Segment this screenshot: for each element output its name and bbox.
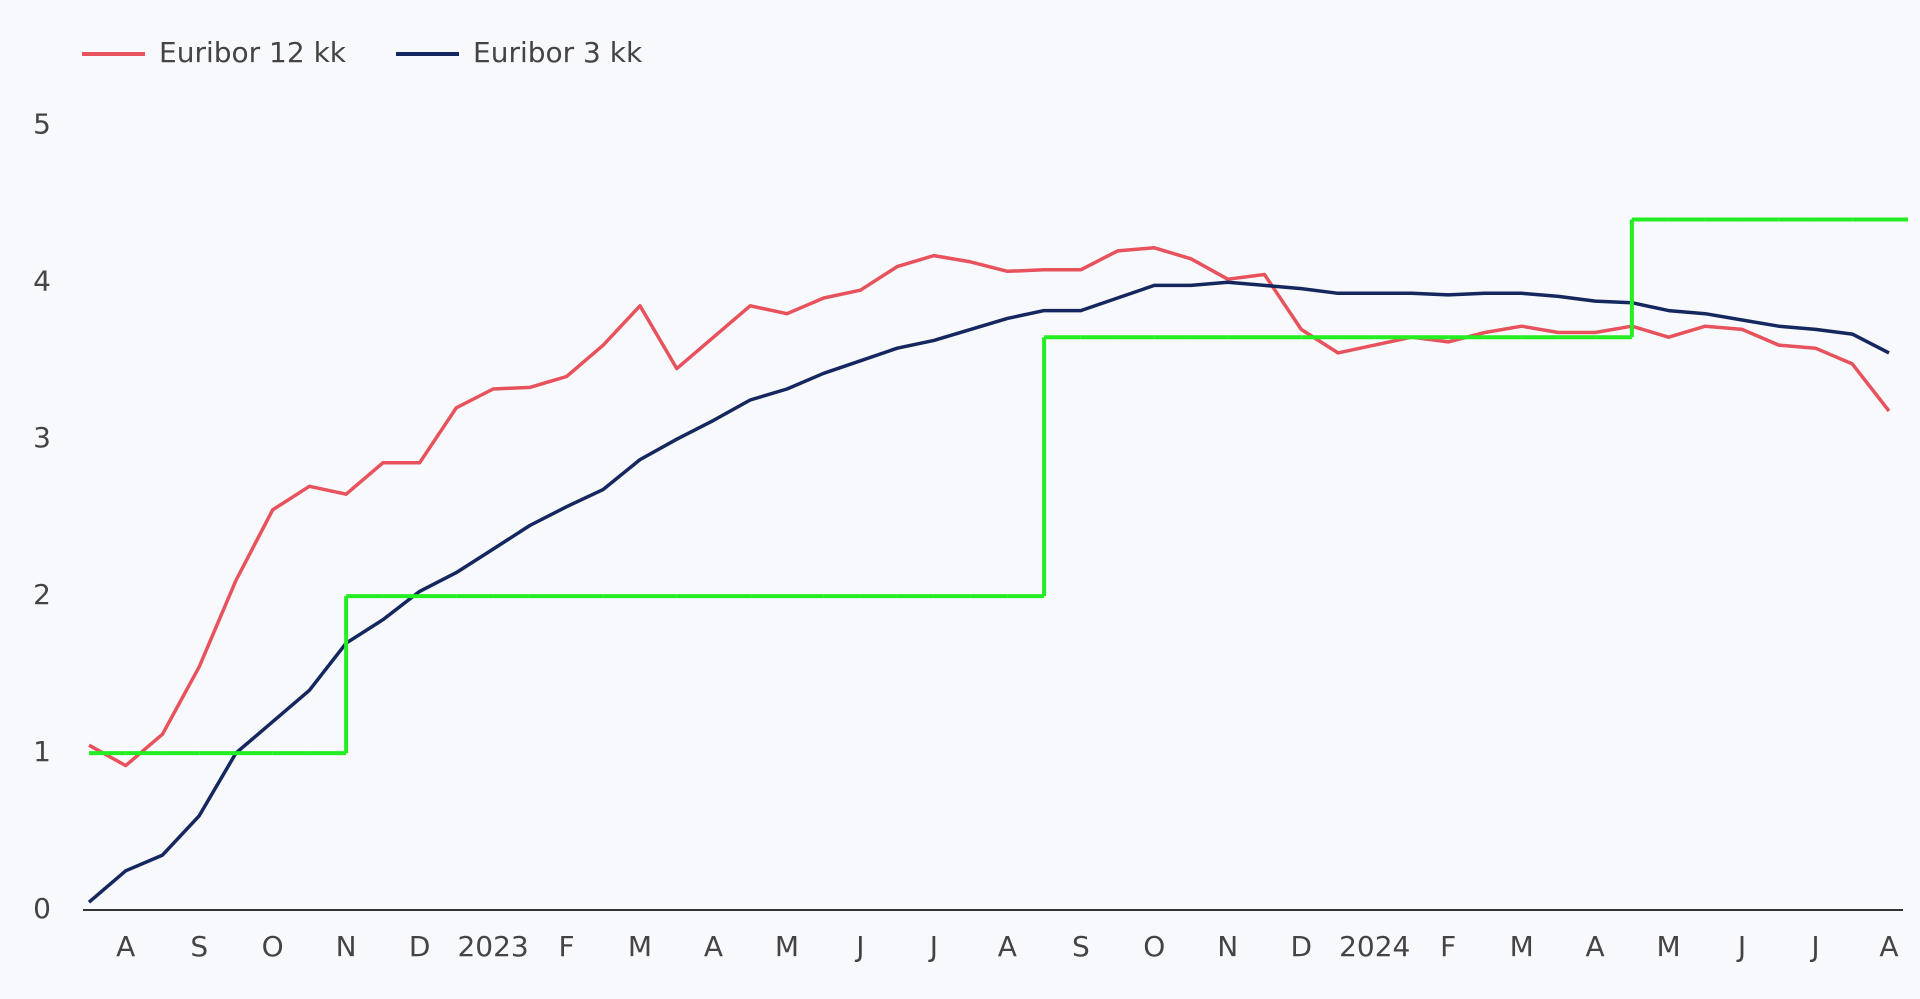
x-tick-label: J <box>928 930 938 963</box>
x-tick-label: A <box>998 930 1017 963</box>
y-tick-label: 3 <box>33 421 51 454</box>
series-line <box>87 280 1890 904</box>
legend-label: Euribor 3 kk <box>473 36 643 69</box>
y-tick-label: 5 <box>33 107 51 140</box>
x-tick-label: 2024 <box>1339 930 1410 963</box>
x-tick-label: M <box>628 930 652 963</box>
y-tick-label: 4 <box>33 264 51 297</box>
x-tick-label: S <box>190 930 208 963</box>
y-tick-label: 0 <box>33 892 51 925</box>
y-tick-label: 2 <box>33 578 51 611</box>
series-line <box>88 246 1891 768</box>
x-tick-label: N <box>1217 930 1238 963</box>
x-tick-label: N <box>336 930 357 963</box>
x-tick-label: M <box>775 930 799 963</box>
x-tick-label: J <box>854 930 864 963</box>
legend-label: Euribor 12 kk <box>159 36 347 69</box>
x-tick-label: F <box>1440 930 1456 963</box>
y-tick-label: 1 <box>33 735 51 768</box>
x-tick-label: D <box>409 930 431 963</box>
x-tick-label: J <box>1809 930 1819 963</box>
x-tick-label: D <box>1290 930 1312 963</box>
x-tick-label: J <box>1736 930 1746 963</box>
x-tick-label: O <box>1143 930 1165 963</box>
x-tick-label: M <box>1657 930 1681 963</box>
x-tick-label: S <box>1072 930 1090 963</box>
x-tick-label: F <box>558 930 574 963</box>
x-tick-label: A <box>1586 930 1605 963</box>
x-tick-label: A <box>704 930 723 963</box>
x-tick-label: A <box>1879 930 1898 963</box>
x-tick-label: M <box>1510 930 1534 963</box>
x-tick-label: A <box>116 930 135 963</box>
x-tick-label: O <box>262 930 284 963</box>
x-tick-label: 2023 <box>457 930 528 963</box>
